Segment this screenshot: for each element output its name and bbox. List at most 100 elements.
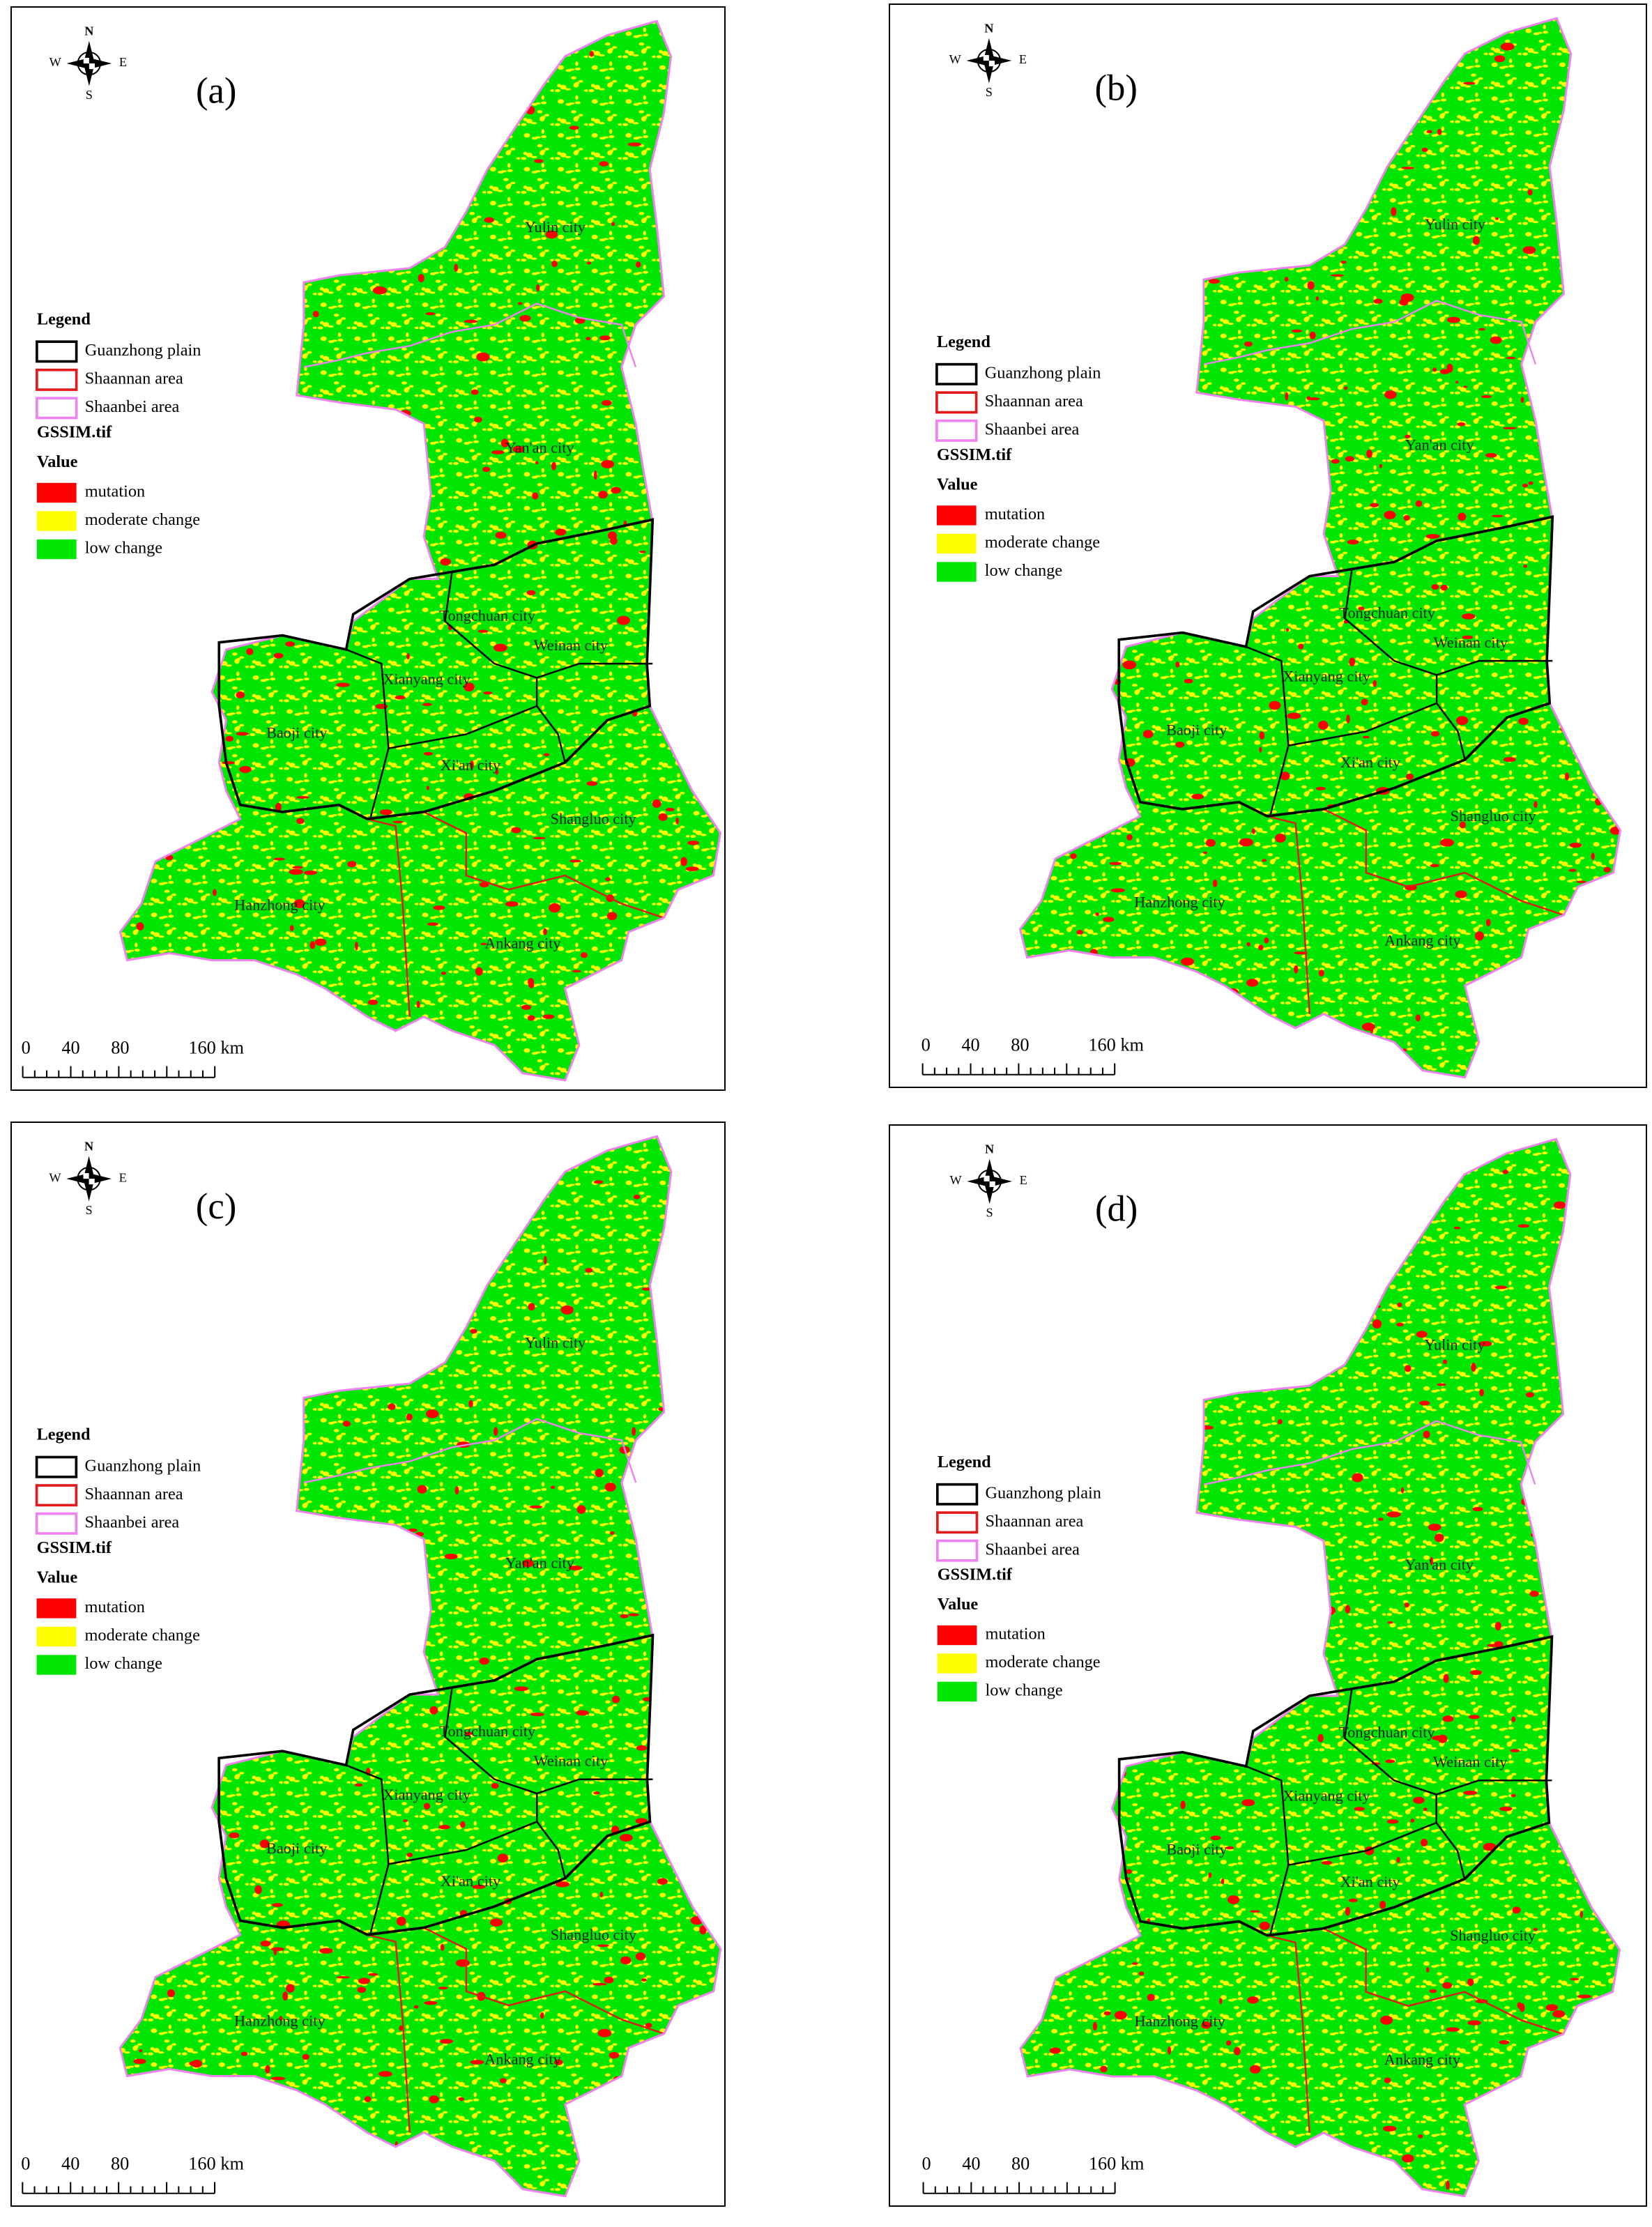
mutation-patch: [484, 217, 494, 223]
city-label: Weinan city: [1434, 634, 1508, 651]
mutation-patch: [1247, 1996, 1259, 2004]
panel-label: (c): [196, 1186, 236, 1227]
mutation-patch: [1147, 1993, 1155, 2001]
legend-title: Legend: [938, 1453, 991, 1471]
mutation-patch: [1603, 866, 1612, 873]
mutation-patch: [528, 981, 535, 988]
mutation-patch: [1049, 2047, 1061, 2054]
mutation-patch: [246, 648, 254, 655]
legend-label: Shaannan area: [985, 392, 1083, 411]
city-boundary: [536, 1821, 566, 1878]
mutation-patch: [1239, 838, 1253, 847]
mutation-patch: [1285, 628, 1290, 632]
city-label: Tongchuan city: [439, 1722, 536, 1740]
mutation-patch: [225, 735, 234, 742]
scale-label: 0: [922, 2153, 931, 2173]
mutation-patch: [1340, 261, 1347, 264]
mutation-patch: [477, 629, 489, 633]
mutation-patch: [222, 761, 235, 765]
scale-label: 160 km: [188, 1037, 244, 1057]
mutation-patch: [593, 1180, 604, 1184]
mutation-patch: [406, 1853, 413, 1858]
city-boundary: [1343, 1688, 1437, 1796]
city-label: Tongchuan city: [1339, 604, 1435, 621]
mutation-patch: [1443, 1674, 1449, 1683]
mutation-patch: [1577, 1994, 1592, 1998]
mutation-patch: [1446, 2027, 1460, 2032]
mutation-patch: [1264, 937, 1269, 944]
mutation-patch: [364, 2096, 372, 2102]
mutation-patch: [403, 1819, 408, 1823]
guanzhong-boundary: [217, 518, 655, 820]
mutation-patch: [636, 261, 641, 268]
shaannan-boundary: [367, 818, 411, 1017]
mutation-patch: [1570, 1977, 1580, 1981]
legend-label: low change: [986, 1681, 1063, 1699]
legend-layer: GSSIM.tif: [937, 445, 1012, 464]
mutation-patch: [342, 1421, 351, 1427]
mutation-patch: [1076, 930, 1083, 935]
mutation-patch: [438, 1825, 451, 1830]
mutation-patch: [1418, 2134, 1423, 2138]
legend-swatch: [36, 539, 77, 560]
city-label: Yulin city: [1424, 1336, 1485, 1354]
mutation-patch: [392, 820, 404, 823]
legend-label: moderate change: [85, 1626, 200, 1645]
city-label: Baoji city: [266, 1839, 328, 1857]
mutation-patch: [553, 2059, 563, 2065]
city-label: Tongchuan city: [439, 606, 535, 624]
mutation-patch: [532, 492, 539, 500]
mutation-patch: [551, 461, 556, 470]
mutation-patch: [1518, 717, 1529, 725]
mutation-patch: [1331, 459, 1340, 464]
mutation-patch: [1246, 979, 1259, 987]
mutation-patch: [1490, 336, 1502, 344]
compass-n: N: [84, 1140, 93, 1154]
mutation-patch: [240, 2051, 248, 2056]
mutation-patch: [569, 125, 579, 130]
city-label: Baoji city: [1166, 721, 1227, 739]
legend-label: mutation: [985, 505, 1045, 523]
mutation-patch: [599, 335, 611, 341]
mutation-patch: [1397, 1302, 1402, 1308]
mutation-patch: [494, 1427, 498, 1436]
mutation-patch: [609, 2051, 620, 2059]
mutation-patch: [1416, 1331, 1428, 1338]
legend-swatch: [35, 1484, 78, 1507]
mutation-patch: [586, 337, 591, 341]
mutation-patch: [1103, 917, 1115, 922]
scale-label: 40: [962, 2153, 980, 2173]
mutation-patch: [568, 1566, 583, 1570]
shaanbei-boundary: [1203, 300, 1537, 365]
mutation-patch: [1510, 1749, 1520, 1752]
mutation-patch: [1517, 1224, 1530, 1228]
mutation-patch: [593, 470, 597, 480]
mutation-patch: [1510, 1793, 1516, 1798]
legend-field: Value: [37, 452, 78, 471]
mutation-patch: [425, 1409, 439, 1418]
city-label: Xi'an city: [1340, 753, 1401, 771]
mutation-patch: [1522, 483, 1529, 488]
mutation-patch: [289, 925, 294, 931]
mutation-patch: [1344, 386, 1348, 390]
mutation-patch: [282, 1991, 289, 2001]
city-label: Ankang city: [1384, 931, 1461, 949]
mutation-patch: [1401, 1487, 1405, 1494]
mutation-patch: [464, 319, 478, 323]
mutation-patch: [1485, 919, 1491, 926]
mutation-patch: [658, 813, 668, 821]
legend-swatch: [36, 1598, 77, 1618]
legend-swatch: [35, 1455, 78, 1478]
mutation-patch: [687, 841, 700, 845]
mutation-patch: [604, 1976, 614, 1984]
mutation-patch: [604, 1483, 616, 1492]
mutation-patch: [545, 230, 558, 239]
legend-title: Legend: [937, 332, 991, 351]
mutation-patch: [319, 1947, 333, 1954]
mutation-patch: [1331, 274, 1344, 277]
mutation-patch: [1114, 2010, 1127, 2020]
mutation-patch: [542, 1014, 555, 1019]
legend-label: low change: [85, 1654, 162, 1673]
mutation-patch: [1404, 1602, 1409, 1608]
mutation-patch: [388, 1403, 396, 1410]
